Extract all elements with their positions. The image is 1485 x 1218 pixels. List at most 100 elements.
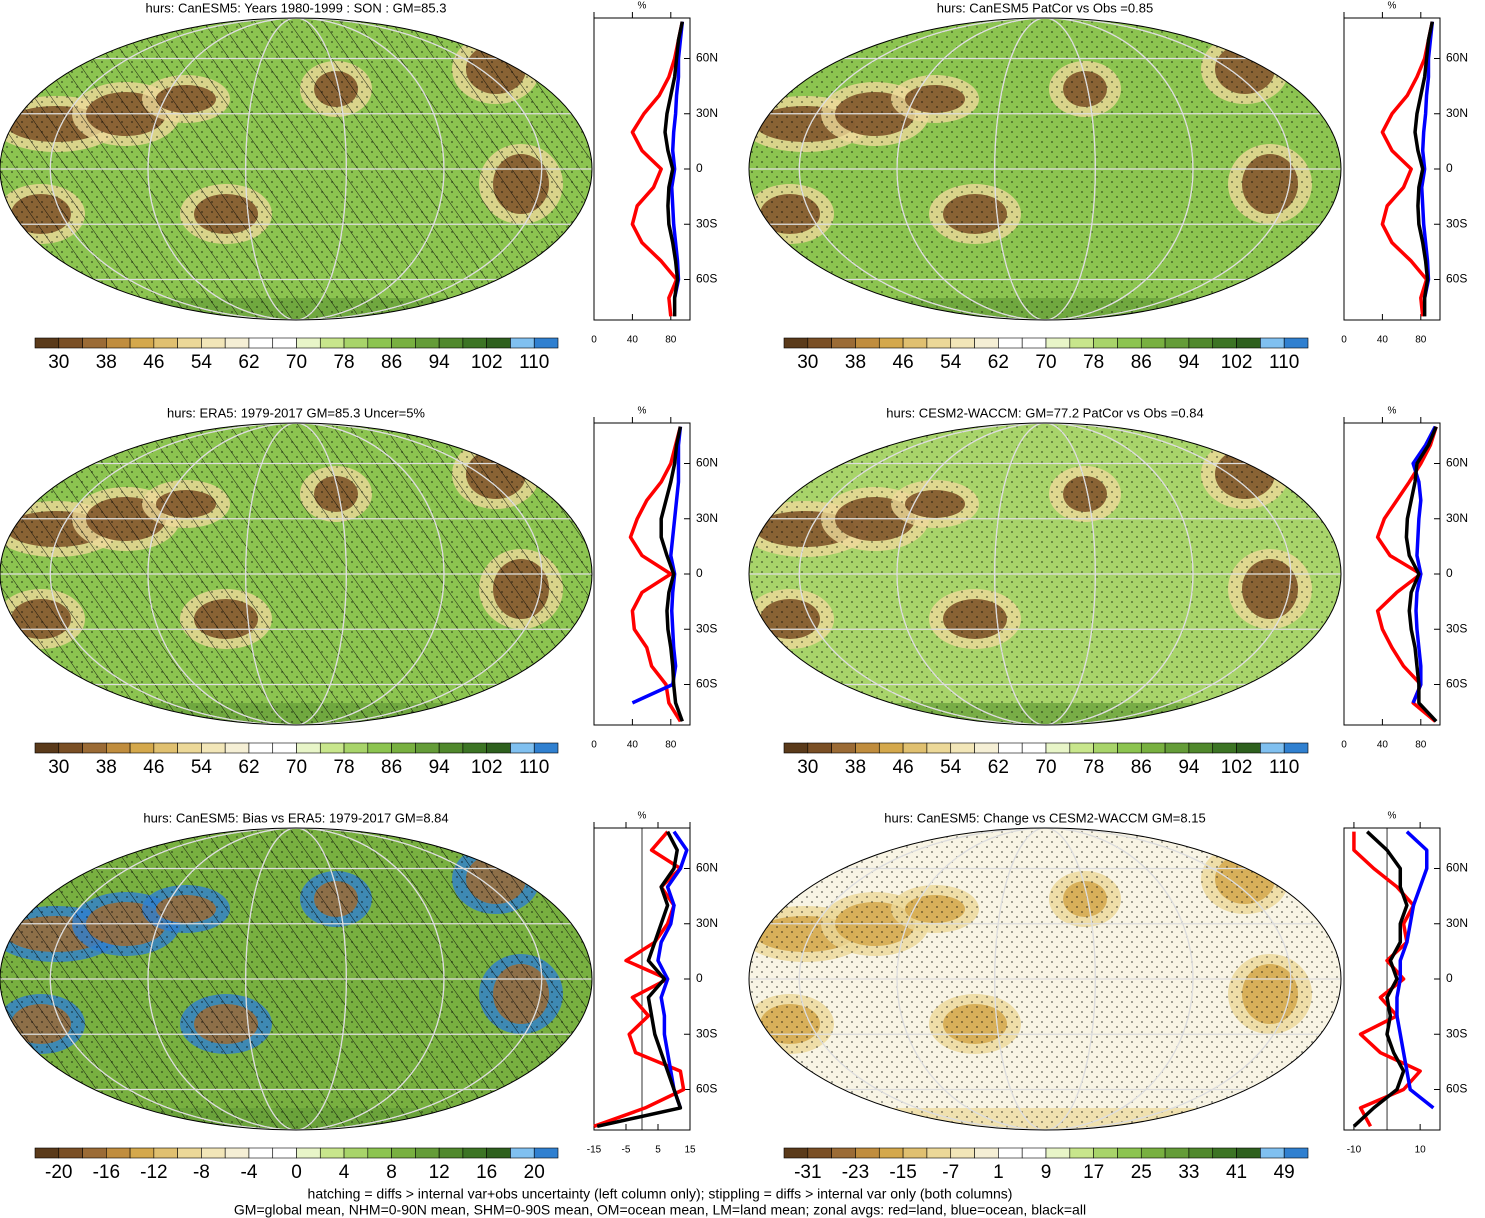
- meridian: [896, 423, 1194, 725]
- colorbar-label: 110: [519, 757, 549, 778]
- zonal-line: [1395, 830, 1435, 1110]
- note: hatching = diffs > internal var+obs unce…: [308, 1186, 1013, 1202]
- colorbar-label: 110: [519, 352, 549, 373]
- colorbar-box: [1117, 337, 1142, 349]
- colorbar-label: 102: [1221, 352, 1253, 373]
- colorbar-box: [224, 1147, 250, 1159]
- map-border: [0, 827, 593, 1131]
- colorbar-label: 102: [471, 352, 503, 373]
- map-title: hurs: CanESM5: Bias vs ERA5: 1979-2017 G…: [143, 810, 448, 825]
- x-tick-label: 15: [684, 1145, 696, 1156]
- colorbar-box: [224, 742, 250, 754]
- colorbar-box: [177, 337, 202, 349]
- colorbar-box: [1093, 742, 1118, 754]
- colorbar-label: 110: [1269, 352, 1299, 373]
- map: [749, 18, 1341, 320]
- meridian: [896, 828, 1194, 1130]
- colorbar-box: [129, 1147, 155, 1159]
- meridian: [896, 18, 1194, 320]
- colorbar-box: [58, 742, 83, 754]
- y-tick-label: 30S: [696, 216, 717, 230]
- colorbar-box: [343, 1147, 369, 1159]
- x-tick-label: 40: [1377, 335, 1389, 346]
- colorbar-box: [831, 337, 856, 349]
- colorbar-box: [1117, 1147, 1142, 1159]
- colorbar-label: 70: [1035, 757, 1056, 778]
- colorbar-box: [1045, 742, 1071, 754]
- y-tick-label: 0: [1446, 161, 1453, 175]
- colorbar-label: 49: [1274, 1162, 1295, 1183]
- meridian: [798, 828, 1292, 1130]
- zonal-line: [628, 426, 683, 723]
- colorbar-box: [272, 742, 297, 754]
- colorbar-label: 8: [386, 1162, 397, 1183]
- colorbar-box: [1093, 1147, 1118, 1159]
- colorbar-box: [486, 337, 511, 349]
- colorbar-box: [224, 337, 250, 349]
- zonal-line: [1375, 426, 1438, 723]
- colorbar-box: [296, 742, 321, 754]
- y-tick-label: 30S: [1446, 1026, 1467, 1040]
- x-tick-label: 0: [591, 335, 597, 346]
- colorbar-box: [926, 742, 952, 754]
- colorbar-box: [1283, 337, 1309, 349]
- colorbar-box: [1260, 742, 1285, 754]
- x-tick-label: 80: [665, 740, 677, 751]
- colorbar-box: [391, 337, 416, 349]
- colorbar-box: [1236, 337, 1261, 349]
- colorbar-label: 38: [96, 352, 117, 373]
- colorbar-box: [58, 337, 83, 349]
- y-tick-label: 60N: [696, 861, 718, 875]
- colorbar-box: [533, 337, 559, 349]
- colorbar-box: [998, 742, 1023, 754]
- colorbar-label: 38: [845, 352, 866, 373]
- colorbar-label: 9: [1041, 1162, 1052, 1183]
- colorbar-box: [807, 1147, 832, 1159]
- y-tick-label: 60N: [1446, 456, 1468, 470]
- colorbar-box: [1260, 337, 1285, 349]
- colorbar-label: 20: [524, 1162, 545, 1183]
- colorbar-box: [926, 337, 952, 349]
- map-border: [748, 827, 1342, 1131]
- colorbar-box: [902, 337, 928, 349]
- map-title: hurs: CanESM5: Change vs CESM2-WACCM GM=…: [884, 810, 1205, 825]
- colorbar-box: [510, 742, 535, 754]
- map-title: hurs: CanESM5 PatCor vs Obs =0.85: [937, 0, 1153, 15]
- colorbar-box: [1093, 337, 1118, 349]
- x-tick-label: 0: [591, 740, 597, 751]
- x-axis-label: %: [638, 1, 647, 12]
- colorbar-label: 78: [333, 352, 354, 373]
- meridian: [994, 18, 1096, 320]
- zonal-line: [1404, 426, 1438, 723]
- zonal-line: [631, 426, 683, 705]
- x-tick-label: 40: [627, 740, 639, 751]
- colorbar-box: [1283, 742, 1309, 754]
- y-tick-label: 30N: [696, 511, 718, 525]
- y-tick-label: 30S: [696, 621, 717, 635]
- x-tick-label: 10: [1415, 1145, 1427, 1156]
- colorbar-box: [391, 1147, 416, 1159]
- map-border: [748, 17, 1342, 321]
- x-tick-label: 40: [1377, 740, 1389, 751]
- meridian: [994, 828, 1096, 1130]
- colorbar-label: -8: [193, 1162, 210, 1183]
- colorbar-box: [1236, 1147, 1261, 1159]
- colorbar-label: 1: [993, 1162, 1004, 1183]
- colorbar-label: -4: [241, 1162, 258, 1183]
- meridian: [245, 828, 347, 1130]
- colorbar-box: [1021, 742, 1047, 754]
- meridian: [798, 18, 1292, 320]
- colorbar-box: [855, 1147, 880, 1159]
- colorbar-box: [1045, 1147, 1071, 1159]
- colorbar-label: -12: [140, 1162, 167, 1183]
- y-tick-label: 30N: [696, 106, 718, 120]
- colorbar-box: [343, 742, 369, 754]
- colorbar-box: [106, 337, 131, 349]
- colorbar-label: -15: [889, 1162, 916, 1183]
- map-title: hurs: CESM2-WACCM: GM=77.2 PatCor vs Obs…: [886, 405, 1203, 420]
- colorbar-label: -20: [45, 1162, 72, 1183]
- zonal-line: [656, 830, 689, 1109]
- x-tick-label: 0: [1341, 335, 1347, 346]
- y-tick-label: 60N: [696, 456, 718, 470]
- meridian: [49, 828, 543, 1130]
